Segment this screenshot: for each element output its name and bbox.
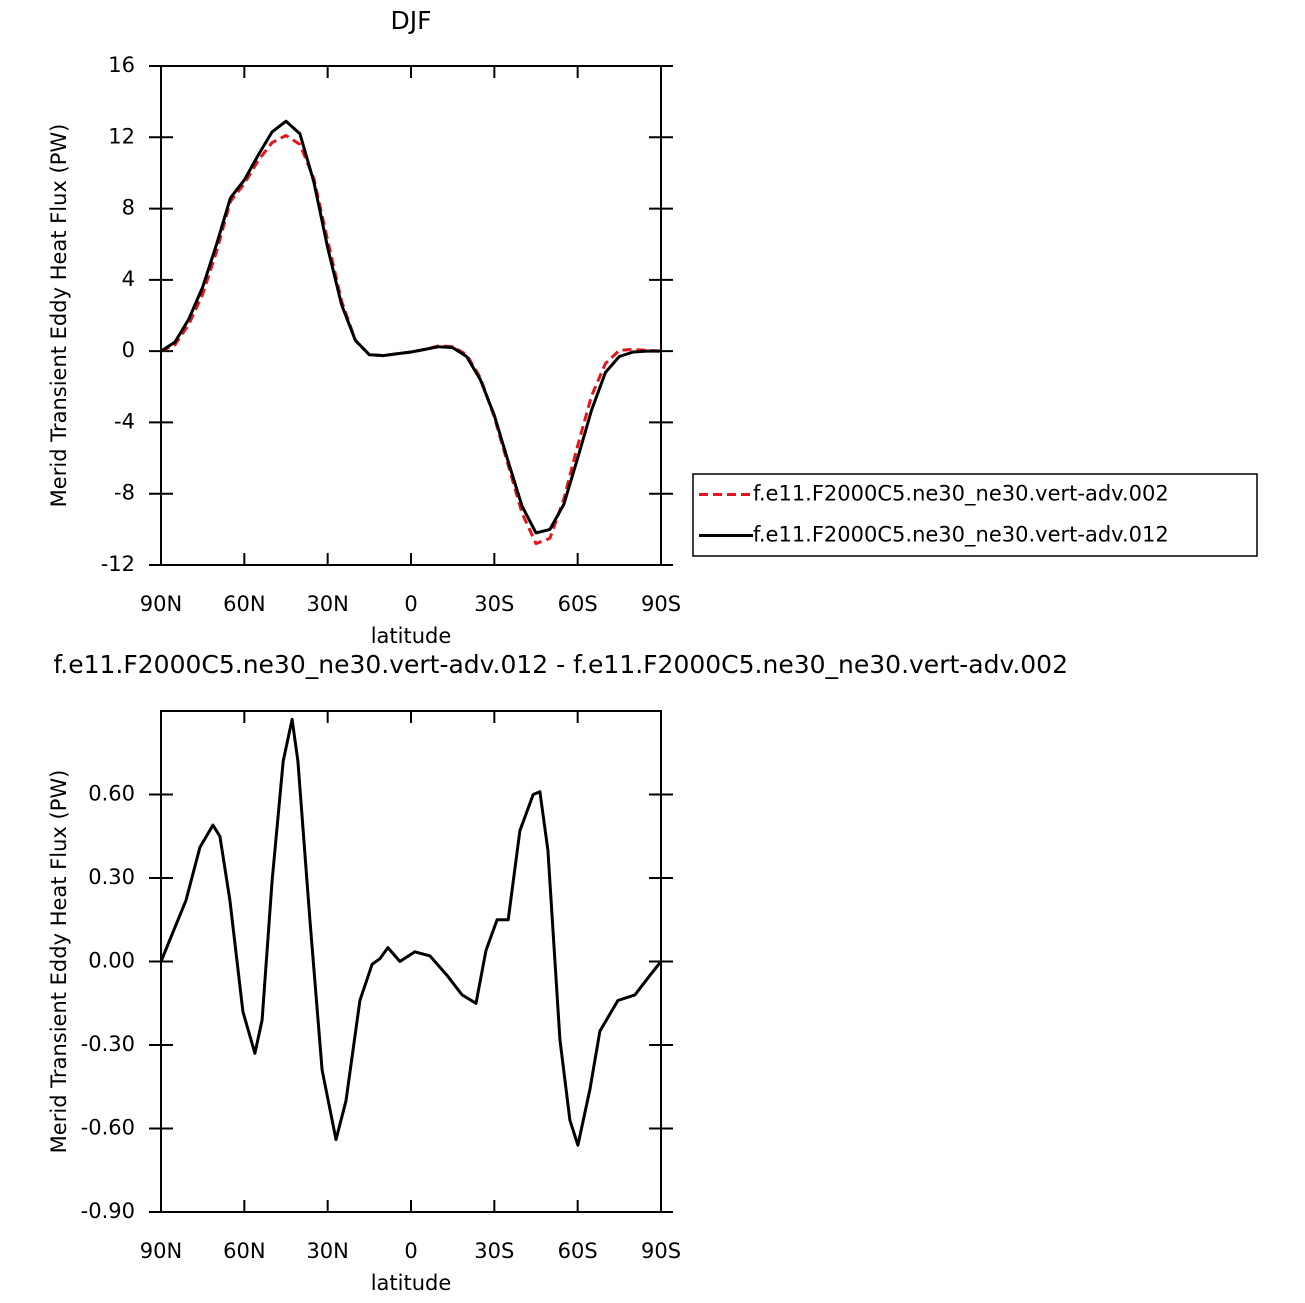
x-tick-label: 30N	[306, 1239, 348, 1263]
data-line	[159, 717, 663, 1147]
plot-frame	[160, 710, 662, 1213]
x-tick-label: 60S	[558, 1239, 598, 1263]
x-tick-label: 0	[404, 592, 417, 616]
y-tick-label: -0.60	[81, 1116, 135, 1140]
x-tick-label: 90N	[140, 1239, 182, 1263]
y-tick-label: -12	[101, 552, 135, 576]
y-tick-label: 16	[108, 53, 135, 77]
plot-frame	[160, 65, 662, 566]
y-tick-label: -0.90	[81, 1199, 135, 1223]
legend-label: f.e11.F2000C5.ne30_ne30.vert-adv.002	[753, 482, 1169, 507]
y-tick-label: 0.60	[88, 782, 135, 806]
y-tick-label: -8	[114, 481, 135, 505]
x-axis-label: latitude	[371, 624, 452, 648]
y-tick-label: -0.30	[81, 1032, 135, 1056]
y-axis-label: Merid Transient Eddy Heat Flux (PW)	[47, 770, 71, 1154]
y-tick-label: 4	[122, 267, 135, 291]
x-tick-label: 30S	[474, 592, 514, 616]
y-tick-label: 0.00	[88, 949, 135, 973]
x-tick-label: 90S	[641, 1239, 681, 1263]
x-tick-label: 90S	[641, 592, 681, 616]
x-tick-label: 90N	[140, 592, 182, 616]
x-tick-label: 0	[404, 1239, 417, 1263]
chart-title: DJF	[390, 6, 431, 35]
data-line	[160, 134, 662, 546]
x-tick-label: 60N	[223, 592, 265, 616]
y-tick-label: -4	[114, 409, 135, 433]
y-tick-label: 0.30	[88, 865, 135, 889]
x-tick-label: 30N	[306, 592, 348, 616]
legend-box	[692, 473, 1258, 557]
x-tick-label: 60S	[558, 592, 598, 616]
x-tick-label: 30S	[474, 1239, 514, 1263]
y-tick-label: 12	[108, 124, 135, 148]
x-axis-label: latitude	[371, 1271, 452, 1295]
x-tick-label: 60N	[223, 1239, 265, 1263]
data-line	[160, 119, 661, 535]
y-tick-label: 8	[122, 196, 135, 220]
y-tick-label: 0	[122, 338, 135, 362]
chart-title: f.e11.F2000C5.ne30_ne30.vert-adv.012 - f…	[53, 650, 1068, 679]
y-axis-label: Merid Transient Eddy Heat Flux (PW)	[47, 124, 71, 508]
legend-label: f.e11.F2000C5.ne30_ne30.vert-adv.012	[753, 523, 1169, 548]
